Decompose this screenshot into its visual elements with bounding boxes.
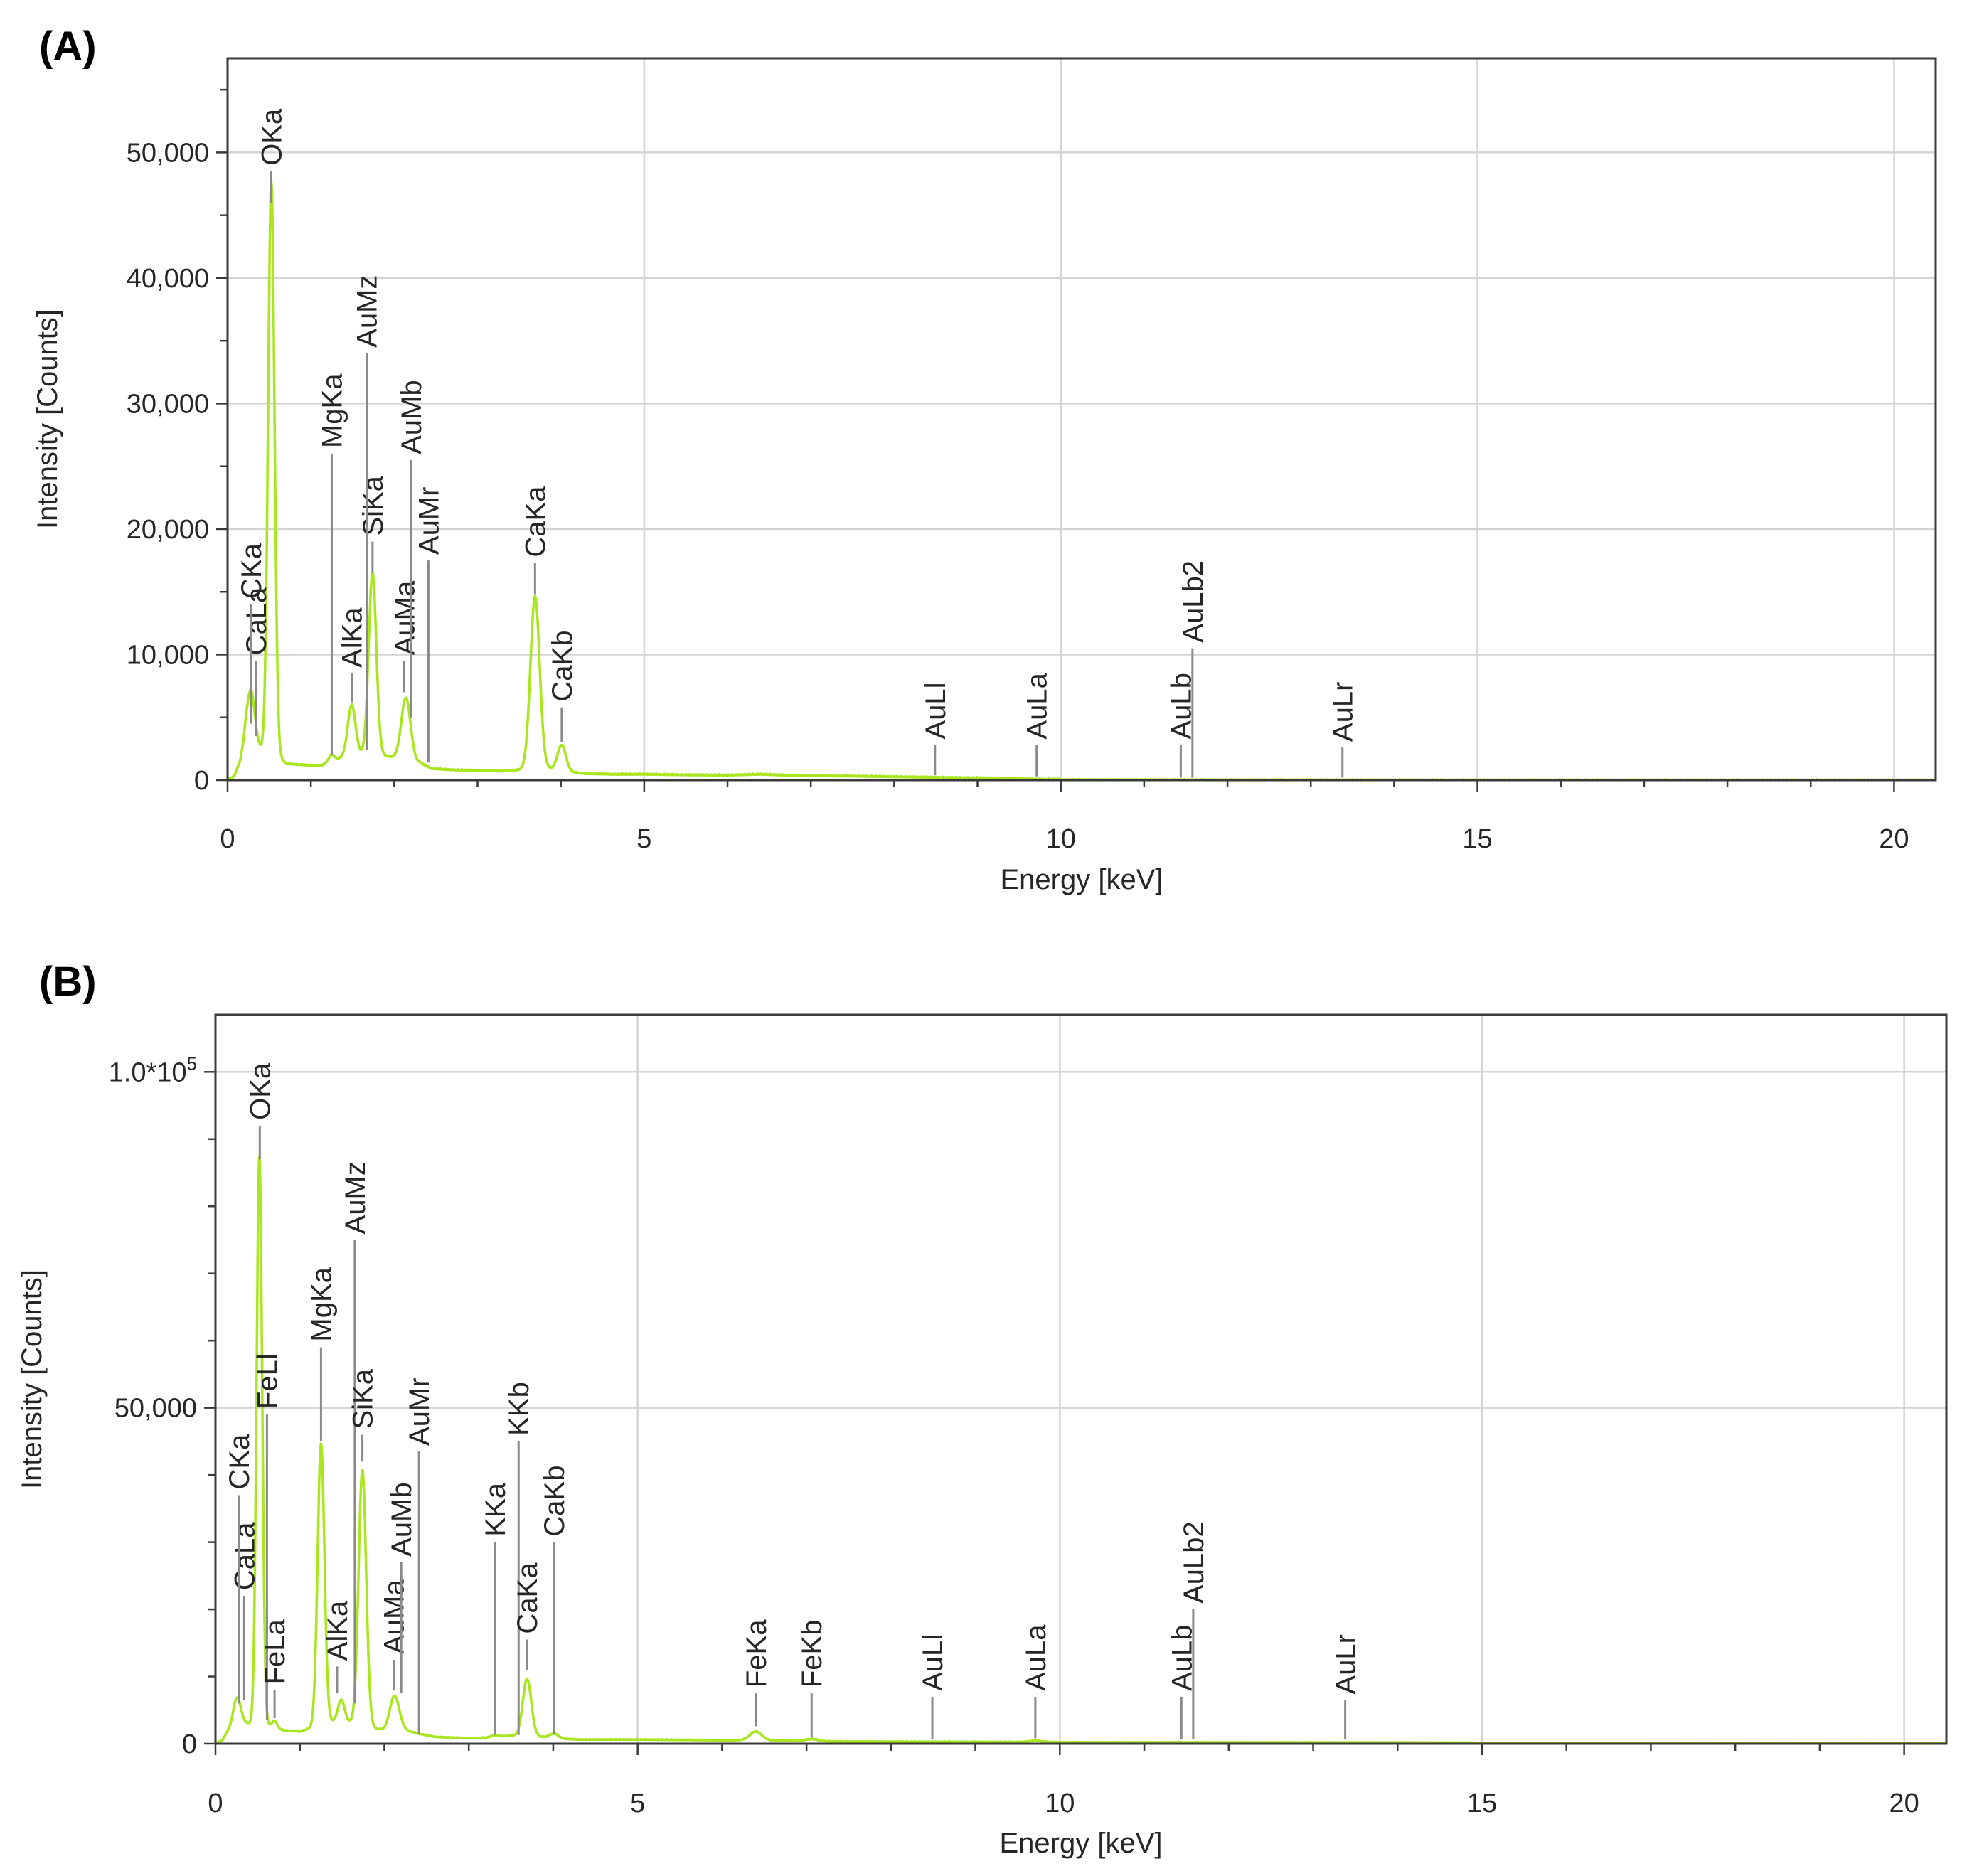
- x-tick-label: 10: [1046, 824, 1076, 854]
- peak-label: CKa: [236, 543, 267, 599]
- peak-label: FeLa: [260, 1619, 291, 1684]
- peak-label: FeKa: [741, 1619, 772, 1688]
- y-tick-label-text: 1.0*10: [109, 1057, 187, 1087]
- peak-label: AuLb2: [1178, 560, 1209, 643]
- y-tick-label-text: 20,000: [127, 515, 209, 545]
- y-tick-label: 1.0*105: [109, 1052, 197, 1087]
- peak-label: CaKb: [547, 631, 578, 702]
- peak-label: AuMr: [413, 487, 444, 555]
- peak-label: KKa: [480, 1482, 511, 1536]
- peak-label: CaKb: [539, 1466, 570, 1537]
- x-tick-label: 0: [220, 824, 235, 854]
- y-tick-label: 50,000: [114, 1394, 197, 1424]
- peak-label: FeKb: [796, 1620, 828, 1688]
- y-tick-label-text: 10,000: [127, 640, 209, 670]
- peak-label: CaLa: [241, 587, 272, 655]
- y-tick-label-text: 0: [182, 1730, 197, 1759]
- peak-label: AuMr: [404, 1377, 435, 1446]
- peak-label: AuLb2: [1178, 1521, 1210, 1604]
- peak-label: CaKa: [520, 486, 551, 558]
- x-tick-label: 20: [1879, 824, 1909, 854]
- y-tick-label: 0: [182, 1730, 197, 1759]
- peak-label: AuLl: [920, 683, 951, 740]
- x-tick-label: 0: [208, 1789, 223, 1818]
- peak-label: MgKa: [316, 373, 348, 448]
- y-tick-label: 40,000: [127, 264, 209, 294]
- peak-label: OKa: [245, 1062, 276, 1120]
- peak-label: AlKa: [322, 1600, 353, 1661]
- peak-label: AuLr: [1328, 682, 1359, 742]
- y-tick-label: 30,000: [127, 389, 209, 419]
- peak-label: CaLa: [229, 1522, 260, 1590]
- peak-label: CKa: [224, 1434, 255, 1490]
- peak-label: KKb: [503, 1382, 535, 1436]
- peak-label: FeLl: [252, 1353, 283, 1409]
- peak-label: MgKa: [306, 1267, 337, 1341]
- peak-label: AuMb: [386, 1482, 417, 1557]
- plot-frame: [226, 57, 1937, 782]
- y-tick-label-text: 40,000: [127, 264, 209, 294]
- x-axis-title: Energy [keV]: [999, 1828, 1162, 1859]
- peak-label: AuLr: [1331, 1634, 1362, 1695]
- y-tick-label: 50,000: [127, 138, 209, 168]
- peak-label: AuMa: [379, 1579, 410, 1654]
- peak-label: AuMz: [352, 275, 383, 348]
- y-tick-label-text: 30,000: [127, 389, 209, 419]
- panel-label: (B): [39, 959, 97, 1005]
- plot-frame: [214, 1013, 1948, 1745]
- y-tick-label-text: 50,000: [127, 138, 209, 168]
- x-tick-label: 15: [1467, 1789, 1497, 1818]
- y-tick-label: 20,000: [127, 515, 209, 545]
- x-tick-label: 5: [630, 1789, 645, 1818]
- x-tick-label: 15: [1462, 824, 1492, 854]
- peak-label: OKa: [257, 108, 288, 166]
- peak-label: AuLl: [917, 1634, 949, 1691]
- peak-label: AuMz: [340, 1161, 371, 1234]
- y-tick-label: 10,000: [127, 640, 209, 670]
- x-axis-title: Energy [keV]: [1000, 864, 1163, 895]
- y-tick-label: 0: [194, 766, 209, 796]
- x-tick-label: 20: [1889, 1789, 1919, 1818]
- x-tick-label: 10: [1045, 1789, 1075, 1818]
- peak-label: AuLa: [1020, 1624, 1052, 1691]
- y-tick-label-text: 50,000: [114, 1394, 197, 1424]
- panel-b: (B) CaLa CKa OKa FeLl FeLa MgKa AlKa AuMz SiKa AuM…: [16, 959, 1948, 1859]
- peak-label: AlKa: [337, 607, 368, 668]
- x-tick-label: 5: [636, 824, 651, 854]
- peak-label: SiKa: [348, 1368, 379, 1429]
- peak-label: AuMa: [389, 580, 420, 655]
- peak-label: CaKa: [512, 1562, 543, 1634]
- y-axis-title: Intensity [Counts]: [16, 1269, 48, 1489]
- peak-label: SiKa: [358, 475, 389, 535]
- peak-label: AuMb: [396, 380, 427, 454]
- y-axis-title: Intensity [Counts]: [32, 309, 63, 529]
- panel-label: (A): [39, 23, 97, 70]
- y-tick-label-text: 0: [194, 766, 209, 796]
- peak-label: AuLa: [1022, 672, 1053, 739]
- y-tick-label-exponent: 5: [187, 1052, 197, 1074]
